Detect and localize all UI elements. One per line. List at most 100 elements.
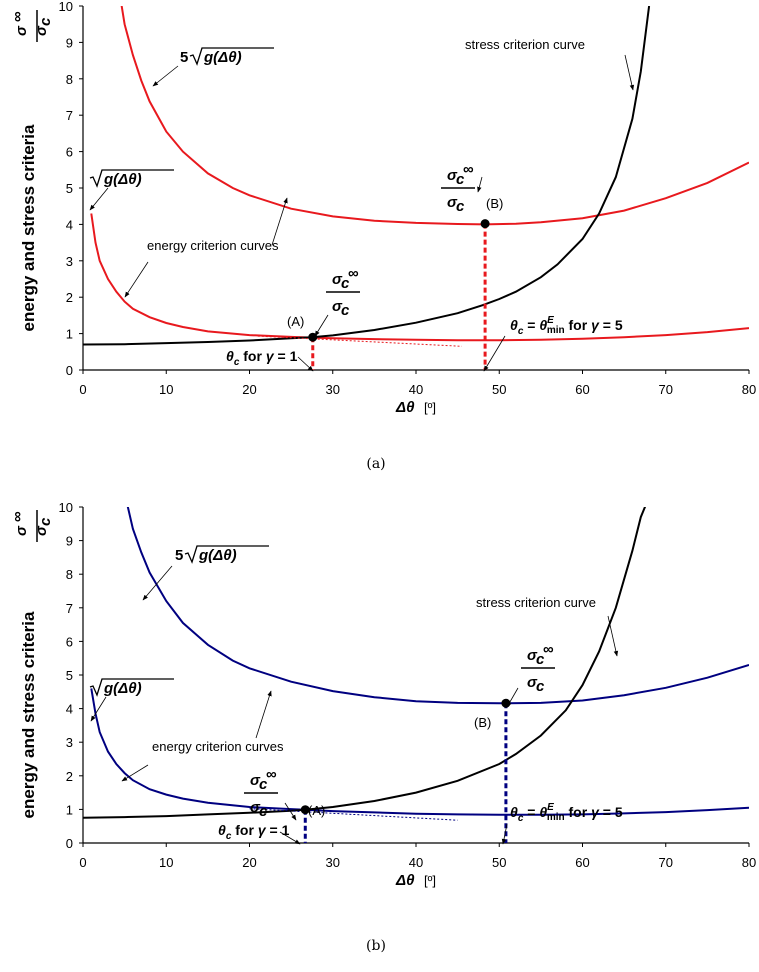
x-tick-label: 70 <box>659 382 673 397</box>
theta-gamma5-label: θc = θE min for γ = 5 <box>510 315 623 337</box>
y-tick-label: 7 <box>66 601 73 616</box>
theta-gamma1-label: θc for γ = 1 <box>218 822 290 842</box>
svg-text:c: c <box>341 302 350 319</box>
axes: 0 10 20 30 40 50 60 70 80 0 1 2 3 4 5 6 7 8 9 10 <box>59 500 757 870</box>
y-tick-label: 4 <box>66 702 73 717</box>
svg-text:∞: ∞ <box>463 161 474 178</box>
svg-text:σ: σ <box>33 525 50 536</box>
svg-text:g(Δθ): g(Δθ) <box>203 49 242 66</box>
svg-text:σ: σ <box>250 772 261 789</box>
x-tick-label: 20 <box>242 855 256 870</box>
svg-text:σ: σ <box>527 674 538 691</box>
y-tick-label: 5 <box>66 668 73 683</box>
x-axis-unit: [º] <box>424 873 436 888</box>
y-tick-label: 6 <box>66 634 73 649</box>
svg-text:∞: ∞ <box>9 511 26 522</box>
point-b-label: (B) <box>474 715 491 730</box>
series-energy-low <box>90 213 749 342</box>
x-axis-unit: [º] <box>424 400 436 415</box>
y-axis-label: energy and stress criteria <box>19 611 38 818</box>
y-tick-label: 9 <box>66 35 73 50</box>
energy-curves-label: energy criterion curves <box>147 238 279 253</box>
x-tick-label: 10 <box>159 382 173 397</box>
svg-text:c: c <box>456 171 465 188</box>
x-tick-label: 0 <box>79 855 86 870</box>
x-tick-label: 50 <box>492 855 506 870</box>
five-sqrt-g-label: 5 g(Δθ) <box>180 47 274 66</box>
x-tick-label: 40 <box>409 855 423 870</box>
y-tick-label: 2 <box>66 769 73 784</box>
axes: 0 10 20 30 40 50 60 70 80 0 1 2 3 4 5 6 7 8 9 10 <box>59 0 757 397</box>
svg-text:σ: σ <box>13 525 30 536</box>
y-axis-fraction: σ∞ <box>9 11 30 36</box>
svg-text:c: c <box>341 275 350 292</box>
ratio-label-a: σ c∞σ c <box>326 265 360 319</box>
series-energy-high <box>126 507 749 705</box>
series-stress <box>83 6 651 346</box>
x-tick-label: 30 <box>326 382 340 397</box>
x-tick-label: 80 <box>742 382 756 397</box>
svg-text:σ: σ <box>447 194 458 211</box>
svg-text:c: c <box>536 678 545 695</box>
svg-text:g(Δθ): g(Δθ) <box>103 680 142 697</box>
caption: (a) <box>366 456 385 472</box>
point-b-label: (B) <box>486 196 503 211</box>
x-tick-label: 0 <box>79 382 86 397</box>
svg-text:∞: ∞ <box>543 641 554 658</box>
y-tick-label: 9 <box>66 534 73 549</box>
annotations: stress criterion curve energy criterion c… <box>89 37 635 372</box>
point-a-label: (A) <box>308 803 325 818</box>
svg-text:c: c <box>37 517 54 526</box>
y-tick-label: 10 <box>59 500 73 515</box>
theta-gamma1-label: θc for γ = 1 <box>226 348 298 368</box>
svg-text:σ: σ <box>33 25 50 36</box>
series-energy-high <box>120 6 749 226</box>
svg-text:σ: σ <box>332 298 343 315</box>
x-tick-label: 30 <box>326 855 340 870</box>
chart-a: 0 10 20 30 40 50 60 70 80 0 1 2 3 4 5 6 7 8 9 10 Δθ [º] energ… <box>9 0 756 472</box>
x-axis-label: Δθ <box>395 399 415 416</box>
sqrt-g-label: g(Δθ) <box>89 169 174 188</box>
theta-gamma5-label: θc = θE min for γ = 5 <box>510 802 623 824</box>
point-a <box>300 805 310 815</box>
plot-area <box>83 6 749 347</box>
svg-text:5: 5 <box>180 49 188 66</box>
svg-text:c: c <box>536 651 545 668</box>
svg-text:g(Δθ): g(Δθ) <box>198 547 237 564</box>
svg-text:∞: ∞ <box>9 11 26 22</box>
y-tick-label: 8 <box>66 567 73 582</box>
series-tangent <box>249 808 458 821</box>
ratio-label-b: σ c∞σ c <box>521 641 555 695</box>
svg-text:c: c <box>259 776 268 793</box>
y-tick-label: 10 <box>59 0 73 14</box>
annotations: stress criterion curve energy criterion c… <box>89 545 623 845</box>
svg-text:σ: σ <box>447 167 458 184</box>
svg-text:c: c <box>456 198 465 215</box>
plot-area <box>83 507 749 821</box>
ratio-label-a: σ c∞σ c <box>244 766 278 820</box>
point-a-label: (A) <box>287 314 304 329</box>
y-tick-label: 5 <box>66 181 73 196</box>
x-tick-label: 40 <box>409 382 423 397</box>
x-tick-label: 80 <box>742 855 756 870</box>
caption: (b) <box>366 938 386 954</box>
svg-text:σ: σ <box>13 25 30 36</box>
svg-text:c: c <box>37 17 54 26</box>
y-tick-label: 4 <box>66 217 73 232</box>
x-tick-label: 20 <box>242 382 256 397</box>
x-tick-label: 70 <box>659 855 673 870</box>
y-tick-label: 8 <box>66 72 73 87</box>
y-tick-label: 3 <box>66 735 73 750</box>
series-stress <box>83 507 647 819</box>
y-tick-label: 1 <box>66 327 73 342</box>
x-tick-label: 60 <box>575 382 589 397</box>
point-b <box>480 219 490 229</box>
svg-text:c: c <box>259 803 268 820</box>
y-axis-label: energy and stress criteria <box>19 124 38 331</box>
x-axis-label: Δθ <box>395 872 415 889</box>
y-axis-fraction: σ∞ <box>9 511 30 536</box>
svg-text:∞: ∞ <box>266 766 277 783</box>
chart-b: 0 10 20 30 40 50 60 70 80 0 1 2 3 4 5 6 7 8 9 10 Δθ [º] energ… <box>9 500 757 954</box>
y-tick-label: 2 <box>66 290 73 305</box>
